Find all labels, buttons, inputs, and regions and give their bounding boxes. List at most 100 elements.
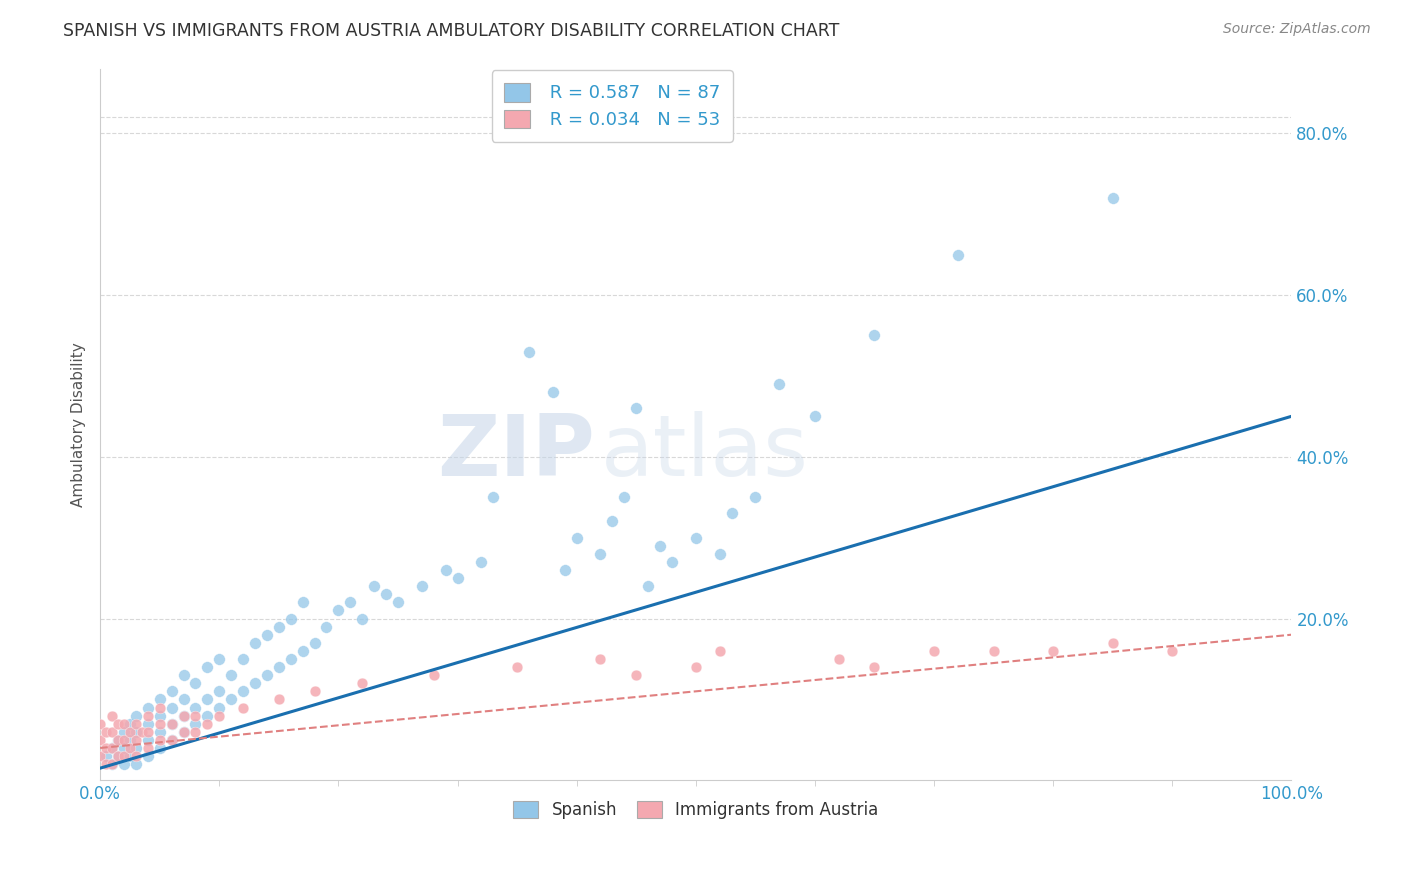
Point [149,724,172,739]
Point [112,757,135,772]
Point [125,757,148,772]
Point [328,603,350,617]
Point [112,724,135,739]
Point [256,628,278,642]
Point [94,724,117,739]
Point [118,724,141,739]
Point [173,692,195,706]
Point [89,749,111,764]
Point [118,732,141,747]
Point [94,749,117,764]
Point [107,749,129,764]
Point [661,555,683,569]
Point [125,749,148,764]
Point [446,571,468,585]
Point [101,724,124,739]
Point [89,732,111,747]
Point [173,724,195,739]
Point [125,732,148,747]
Point [1101,636,1123,650]
Point [280,652,302,666]
Point [243,676,266,690]
Point [291,644,314,658]
Point [94,757,117,772]
Point [387,595,409,609]
Point [131,724,153,739]
Point [267,619,290,633]
Point [626,401,648,416]
Point [267,692,290,706]
Point [589,547,612,561]
Point [136,741,159,756]
Point [149,708,172,723]
Point [173,708,195,723]
Point [804,409,827,424]
Point [554,563,576,577]
Point [613,490,636,504]
Point [101,741,124,756]
Point [89,716,111,731]
Point [565,531,588,545]
Point [173,668,195,682]
Point [541,385,564,400]
Point [1042,644,1064,658]
Y-axis label: Ambulatory Disability: Ambulatory Disability [72,342,86,507]
Point [101,757,124,772]
Point [149,700,172,714]
Point [411,579,433,593]
Point [208,708,231,723]
Point [720,507,742,521]
Point [648,539,671,553]
Point [946,247,969,261]
Point [863,660,886,674]
Point [602,515,624,529]
Point [243,636,266,650]
Point [375,587,398,601]
Point [339,595,361,609]
Point [107,716,129,731]
Point [118,741,141,756]
Point [107,732,129,747]
Point [517,344,540,359]
Point [1161,644,1184,658]
Point [208,684,231,698]
Point [482,490,505,504]
Point [828,652,851,666]
Point [173,724,195,739]
Point [195,708,218,723]
Point [112,749,135,764]
Point [352,676,374,690]
Point [744,490,766,504]
Point [136,700,159,714]
Point [184,716,207,731]
Point [125,724,148,739]
Point [434,563,457,577]
Point [195,716,218,731]
Point [589,652,612,666]
Point [136,716,159,731]
Point [136,749,159,764]
Point [626,668,648,682]
Point [101,741,124,756]
Point [352,611,374,625]
Point [160,700,183,714]
Point [118,716,141,731]
Point [112,732,135,747]
Point [232,684,254,698]
Text: SPANISH VS IMMIGRANTS FROM AUSTRIA AMBULATORY DISABILITY CORRELATION CHART: SPANISH VS IMMIGRANTS FROM AUSTRIA AMBUL… [63,22,839,40]
Point [280,611,302,625]
Point [136,708,159,723]
Point [363,579,385,593]
Point [101,708,124,723]
Point [184,708,207,723]
Point [267,660,290,674]
Point [149,692,172,706]
Point [232,700,254,714]
Point [506,660,529,674]
Point [149,741,172,756]
Point [173,708,195,723]
Point [232,652,254,666]
Point [107,732,129,747]
Text: atlas: atlas [600,411,808,494]
Point [470,555,492,569]
